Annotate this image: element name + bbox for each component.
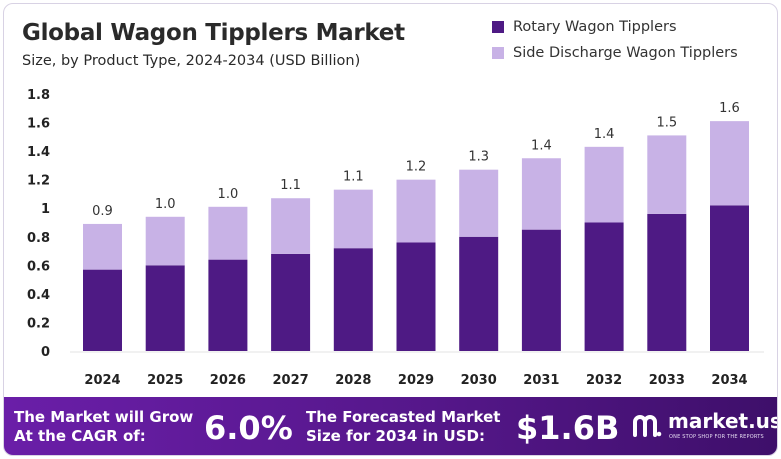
bar-rotary xyxy=(584,222,624,351)
footer-banner: The Market will Grow At the CAGR of: 6.0… xyxy=(4,397,777,455)
bar-rotary xyxy=(145,265,185,351)
chart-title: Global Wagon Tipplers Market xyxy=(22,20,405,46)
bar-chart: 0 0.2 0.4 0.6 0.8 1 1.2 1.4 1.6 1.8 0.9 2024 1.0 2025… xyxy=(27,88,764,388)
brand-name: market.us xyxy=(668,409,778,433)
y-tick-label: 0.8 xyxy=(27,231,50,246)
bar-side-discharge xyxy=(145,216,185,266)
legend-swatch-rotary xyxy=(492,21,504,33)
x-tick-label: 2026 xyxy=(210,373,246,388)
chart-subtitle: Size, by Product Type, 2024-2034 (USD Bi… xyxy=(22,53,361,69)
y-tick-label: 1.8 xyxy=(27,88,50,103)
x-tick-label: 2033 xyxy=(649,373,685,388)
chart-legend: Rotary Wagon Tipplers Side Discharge Wag… xyxy=(492,14,738,66)
forecast-label: The Forecasted Market Size for 2034 in U… xyxy=(306,408,500,446)
brand-tagline: ONE STOP SHOP FOR THE REPORTS xyxy=(669,434,764,440)
bar-total-label: 1.6 xyxy=(719,101,740,116)
bar-rotary xyxy=(710,205,749,351)
forecast-label-line1: The Forecasted Market xyxy=(306,408,501,426)
x-tick-label: 2029 xyxy=(398,373,434,388)
bar-rotary xyxy=(459,236,499,351)
bar-total-label: 0.9 xyxy=(92,204,113,219)
y-tick-label: 0 xyxy=(41,345,50,360)
bar-total-label: 1.0 xyxy=(155,197,176,212)
x-tick-label: 2030 xyxy=(461,373,497,388)
bar-side-discharge xyxy=(271,198,311,254)
bar-rotary xyxy=(83,269,122,351)
chart-card: Global Wagon Tipplers Market Size, by Pr… xyxy=(3,3,778,456)
bar-side-discharge xyxy=(396,179,436,243)
y-tick-label: 0.6 xyxy=(27,259,50,274)
x-tick-label: 2024 xyxy=(84,373,120,388)
bar-total-label: 1.0 xyxy=(218,187,239,202)
cagr-value: 6.0% xyxy=(204,409,293,447)
bar-side-discharge xyxy=(333,189,373,249)
bar-total-label: 1.4 xyxy=(594,127,615,142)
legend-label-rotary: Rotary Wagon Tipplers xyxy=(513,19,677,35)
forecast-label-line2: Size for 2034 in USD: xyxy=(306,427,485,445)
x-tick-label: 2031 xyxy=(523,373,559,388)
bar-rotary xyxy=(333,248,373,351)
x-tick-label: 2028 xyxy=(335,373,371,388)
y-tick-label: 1 xyxy=(41,202,50,217)
bar-side-discharge xyxy=(710,121,749,206)
bar-total-label: 1.2 xyxy=(406,160,427,175)
bar-side-discharge xyxy=(208,206,248,260)
x-tick-label: 2025 xyxy=(147,373,183,388)
legend-item-side-discharge: Side Discharge Wagon Tipplers xyxy=(492,40,738,66)
x-tick-label: 2032 xyxy=(586,373,622,388)
bar-total-label: 1.5 xyxy=(656,115,677,130)
brand-mark-icon xyxy=(633,415,662,437)
bar-side-discharge xyxy=(521,158,561,230)
bar-side-discharge xyxy=(584,146,624,223)
bar-rotary xyxy=(396,242,436,351)
forecast-value: $1.6B xyxy=(516,409,620,447)
bar-rotary xyxy=(521,229,561,351)
legend-item-rotary: Rotary Wagon Tipplers xyxy=(492,14,738,40)
bar-total-label: 1.1 xyxy=(343,170,364,185)
y-tick-label: 1.4 xyxy=(27,145,50,160)
legend-swatch-side-discharge xyxy=(492,47,504,59)
cagr-label-line2: At the CAGR of: xyxy=(14,427,146,445)
bar-rotary xyxy=(208,259,248,351)
y-tick-label: 0.4 xyxy=(27,288,50,303)
bar-total-label: 1.1 xyxy=(280,178,301,193)
cagr-label: The Market will Grow At the CAGR of: xyxy=(14,408,193,446)
bar-total-label: 1.4 xyxy=(531,138,552,153)
bar-rotary xyxy=(271,253,311,351)
y-tick-label: 1.2 xyxy=(27,174,50,189)
x-tick-label: 2034 xyxy=(711,373,747,388)
cagr-label-line1: The Market will Grow xyxy=(14,408,194,426)
legend-label-side-discharge: Side Discharge Wagon Tipplers xyxy=(513,45,738,61)
bar-side-discharge xyxy=(647,135,687,214)
y-tick-label: 0.2 xyxy=(27,316,50,331)
bar-side-discharge xyxy=(459,169,499,237)
bar-side-discharge xyxy=(83,223,122,270)
brand-logo: market.us ONE STOP SHOP FOR THE REPORTS xyxy=(632,409,777,445)
bar-rotary xyxy=(647,213,687,351)
y-tick-label: 1.6 xyxy=(27,117,50,132)
x-tick-label: 2027 xyxy=(273,373,309,388)
bar-total-label: 1.3 xyxy=(468,150,489,165)
